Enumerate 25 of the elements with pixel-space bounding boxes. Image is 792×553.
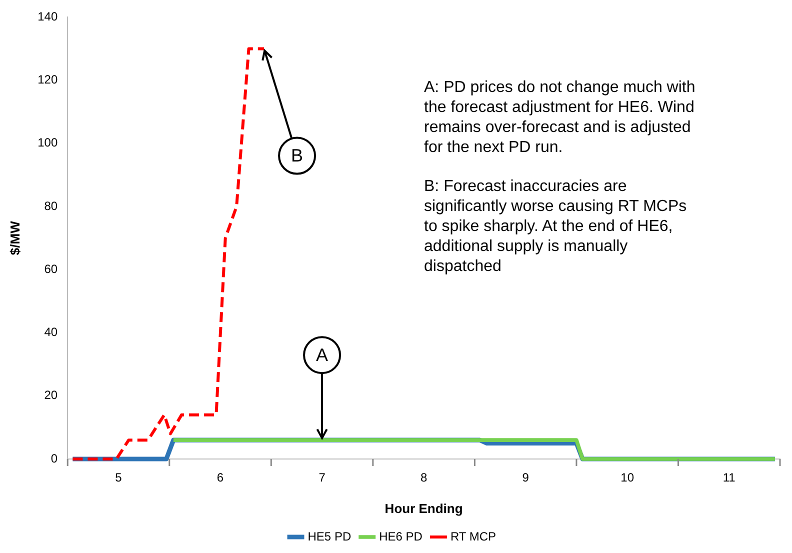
- annotation: A: PD prices do not change much with the forecast adjustment for HE6. Wind remains over-forecast and is adjusted for the next PD run.: [424, 78, 696, 158]
- x-tick-label: 7: [318, 470, 326, 485]
- annotation: A: [316, 345, 328, 366]
- x-axis-title: Hour Ending: [384, 500, 463, 516]
- legend-label: HE5 PD: [308, 529, 352, 544]
- x-tick-label: 10: [620, 470, 634, 485]
- y-tick-label: 0: [50, 451, 58, 466]
- y-tick-label: 60: [44, 262, 58, 276]
- x-tick-label: 6: [216, 470, 224, 485]
- y-tick-label: 40: [44, 325, 58, 340]
- x-tick-label: 5: [115, 470, 122, 485]
- x-tick-label: 11: [722, 470, 736, 485]
- annotation: B: Forecast inaccuracies are significantly worse causing RT MCPs to spike sharply. At the end of HE6, additional supply is manually dispatched: [424, 177, 688, 277]
- legend-label: RT MCP: [450, 529, 496, 544]
- annotation: B: [291, 146, 304, 166]
- x-tick-label: 9: [522, 470, 530, 485]
- line-series: [71, 47, 266, 460]
- y-tick-label: 100: [38, 136, 58, 150]
- legend-label: HE6 PD: [379, 529, 423, 544]
- y-tick-label: 20: [44, 388, 58, 402]
- y-tick-label: 120: [38, 72, 58, 87]
- y-axis-title: $/MW: [7, 220, 22, 256]
- x-tick-label: 8: [420, 470, 428, 485]
- y-tick-label: 140: [38, 10, 58, 24]
- y-tick-label: 80: [44, 198, 58, 213]
